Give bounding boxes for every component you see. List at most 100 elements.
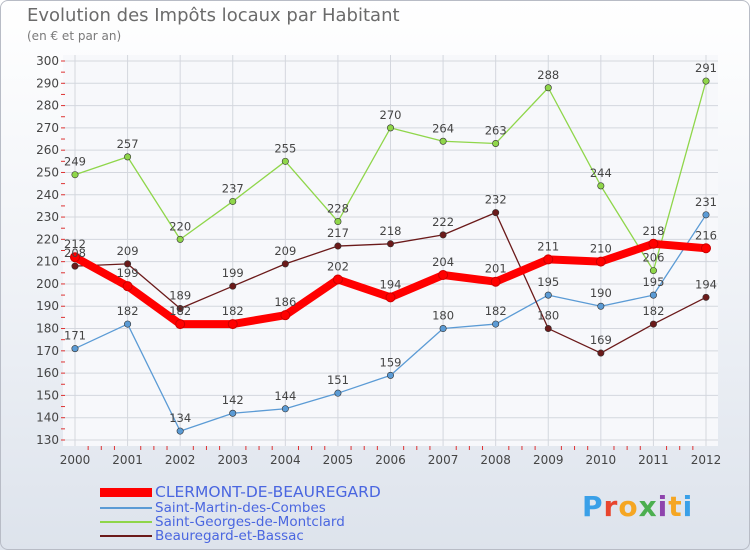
data-label: 228 xyxy=(327,202,349,216)
y-tick-label: 290 xyxy=(36,76,59,90)
data-point xyxy=(439,325,447,333)
data-point xyxy=(544,291,552,299)
legend-swatch xyxy=(100,488,152,497)
x-tick-label: 2010 xyxy=(586,453,617,467)
data-point xyxy=(386,124,394,132)
data-label: 182 xyxy=(485,304,507,318)
data-label: 171 xyxy=(64,329,86,343)
data-label: 249 xyxy=(64,155,86,169)
data-label: 201 xyxy=(485,262,507,276)
x-tick-label: 2011 xyxy=(638,453,669,467)
y-tick-label: 210 xyxy=(36,255,59,269)
data-label: 264 xyxy=(432,121,454,135)
y-tick-label: 300 xyxy=(36,54,59,68)
data-label: 244 xyxy=(590,166,612,180)
y-tick-label: 130 xyxy=(36,433,59,447)
data-point xyxy=(492,209,500,217)
data-point xyxy=(492,320,500,328)
data-label: 291 xyxy=(695,61,717,75)
y-tick-label: 160 xyxy=(36,366,59,380)
data-label: 257 xyxy=(117,137,139,151)
data-point xyxy=(649,267,657,275)
y-tick-label: 250 xyxy=(36,165,59,179)
data-point xyxy=(280,310,291,321)
data-label: 134 xyxy=(169,411,191,425)
x-tick-label: 2009 xyxy=(533,453,564,467)
data-point xyxy=(281,405,289,413)
data-label: 270 xyxy=(380,108,402,122)
data-point xyxy=(227,319,238,330)
data-point xyxy=(334,242,342,250)
data-point xyxy=(229,282,237,290)
data-point xyxy=(334,389,342,397)
data-point xyxy=(439,137,447,145)
data-label: 288 xyxy=(537,68,559,82)
data-point xyxy=(544,325,552,333)
x-tick-label: 2005 xyxy=(323,453,354,467)
legend-swatch xyxy=(100,535,152,537)
x-tick-label: 2007 xyxy=(428,453,459,467)
data-point xyxy=(490,276,501,287)
data-label: 189 xyxy=(169,288,191,302)
data-point xyxy=(386,371,394,379)
data-point xyxy=(124,260,132,268)
data-label: 211 xyxy=(537,239,559,253)
data-label: 180 xyxy=(537,309,559,323)
data-point xyxy=(597,302,605,310)
data-label: 190 xyxy=(590,286,612,300)
data-point xyxy=(649,291,657,299)
data-point xyxy=(332,274,343,285)
data-label: 142 xyxy=(222,393,244,407)
data-label: 209 xyxy=(274,244,296,258)
data-label: 159 xyxy=(380,355,402,369)
data-point xyxy=(702,211,710,219)
data-point xyxy=(385,292,396,303)
data-point xyxy=(438,270,449,281)
data-label: 237 xyxy=(222,181,244,195)
data-label: 194 xyxy=(380,277,402,291)
data-point xyxy=(70,252,80,263)
data-label: 204 xyxy=(432,255,454,269)
data-label: 151 xyxy=(327,373,349,387)
data-label: 212 xyxy=(64,237,86,251)
x-tick-label: 2008 xyxy=(480,453,511,467)
data-label: 210 xyxy=(590,242,612,256)
legend-label: Saint-Martin-des-Combes xyxy=(155,500,326,516)
data-point xyxy=(281,260,289,268)
y-tick-label: 270 xyxy=(36,121,59,135)
x-tick-label: 2001 xyxy=(112,453,143,467)
data-label: 180 xyxy=(432,309,454,323)
chart-title: Evolution des Impôts locaux par Habitant xyxy=(27,5,400,26)
x-tick-label: 2003 xyxy=(217,453,248,467)
data-point xyxy=(597,182,605,190)
data-label: 194 xyxy=(695,277,717,291)
data-point xyxy=(595,256,606,267)
data-label: 199 xyxy=(222,266,244,280)
y-tick-label: 240 xyxy=(36,188,59,202)
data-label: 182 xyxy=(169,304,191,318)
x-tick-label: 2006 xyxy=(375,453,406,467)
data-label: 195 xyxy=(642,275,664,289)
x-tick-label: 2012 xyxy=(691,453,722,467)
y-tick-label: 280 xyxy=(36,99,59,113)
data-point xyxy=(124,153,132,161)
data-label: 218 xyxy=(642,224,664,238)
legend-swatch xyxy=(100,521,152,523)
data-point xyxy=(176,304,184,312)
data-label: 182 xyxy=(642,304,664,318)
data-label: 182 xyxy=(117,304,139,318)
data-point xyxy=(702,293,710,301)
legend-label: CLERMONT-DE-BEAUREGARD xyxy=(155,483,381,501)
data-point xyxy=(229,409,237,417)
y-tick-label: 190 xyxy=(36,299,59,313)
data-label: 209 xyxy=(117,244,139,258)
data-label: 182 xyxy=(222,304,244,318)
data-point xyxy=(334,218,342,226)
x-tick-label: 2004 xyxy=(270,453,301,467)
data-point xyxy=(649,320,657,328)
data-point xyxy=(648,238,659,249)
data-point xyxy=(702,77,710,85)
data-label: 169 xyxy=(590,333,612,347)
x-tick-label: 2000 xyxy=(60,453,91,467)
